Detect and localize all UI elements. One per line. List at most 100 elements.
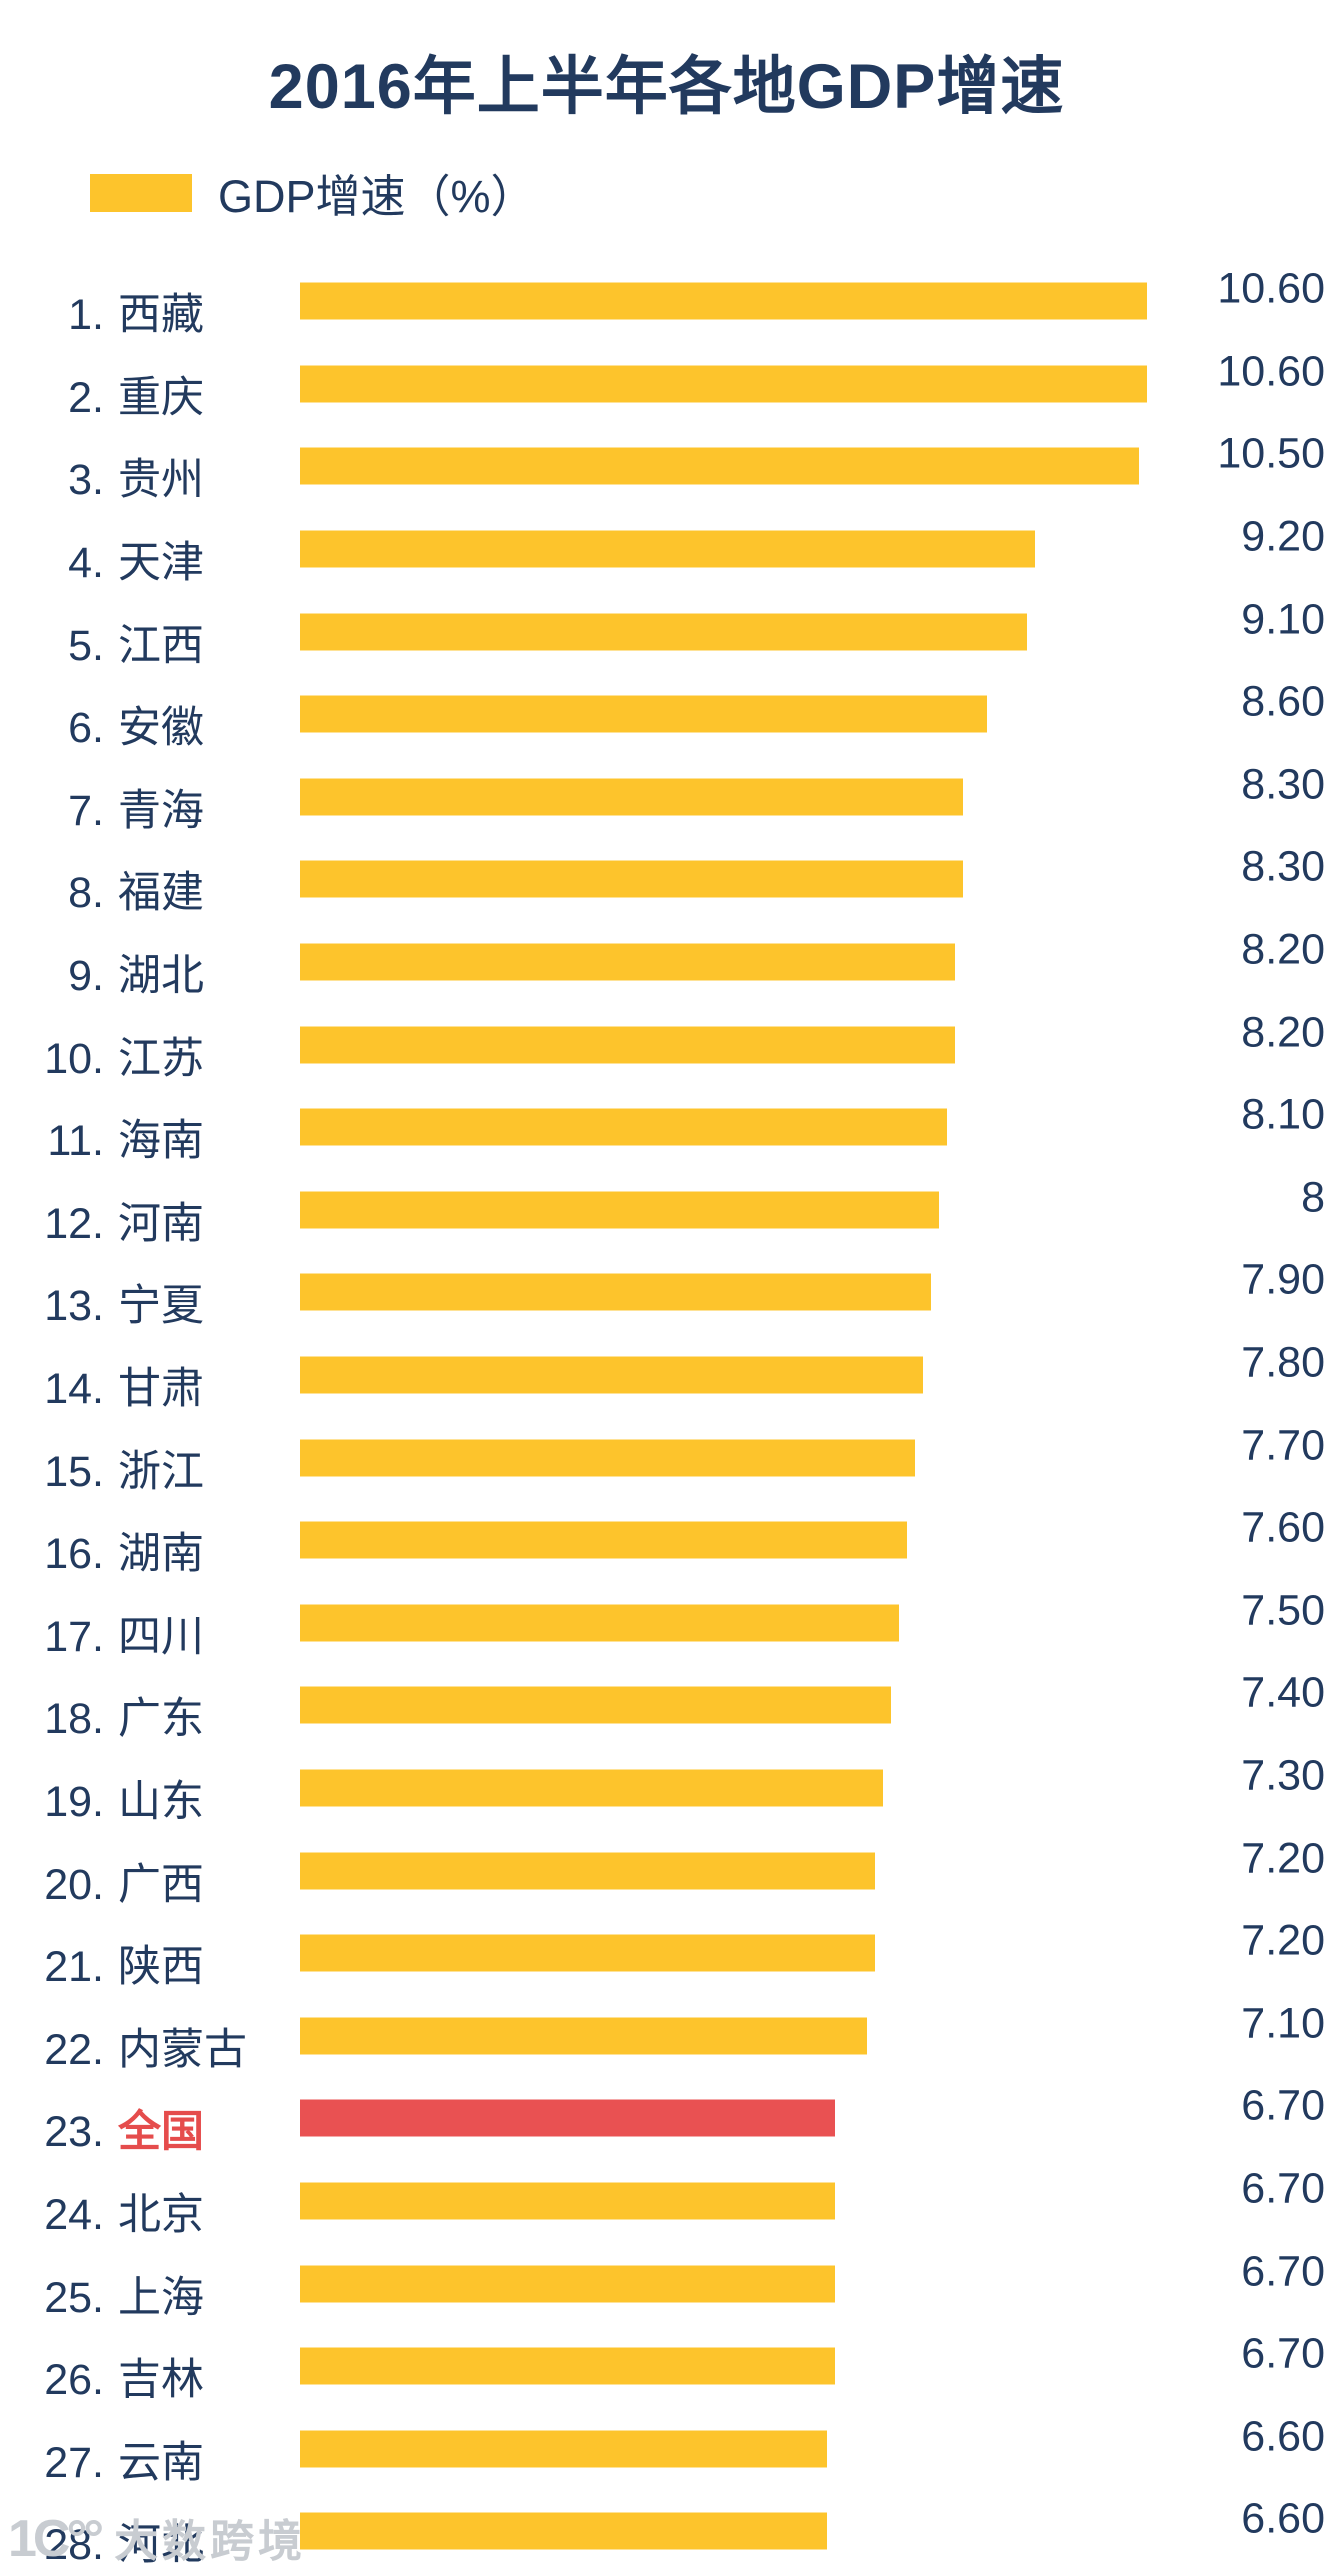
row-value-label: 8.60 [1241, 677, 1325, 726]
watermark-text: 大数跨境 [114, 2517, 307, 2566]
row-label: 2. 重庆 [40, 363, 204, 425]
chart-row: 20. 广西 7.20 [0, 1829, 1333, 1912]
row-rank: 22. [44, 2025, 104, 2074]
watermark: 1C°° 大数跨境 [8, 2505, 306, 2569]
chart-row: 12. 河南 8 [0, 1169, 1333, 1252]
gdp-bar [300, 1852, 876, 1890]
row-rank: 25. [44, 2273, 104, 2322]
row-label: 13. 宁夏 [40, 1271, 204, 1333]
row-rank: 26. [44, 2356, 104, 2405]
row-region-label: 宁夏 [118, 1282, 204, 1331]
row-label: 16. 湖南 [40, 1519, 204, 1581]
row-label: 19. 山东 [40, 1767, 204, 1829]
row-label: 14. 甘肃 [40, 1354, 204, 1416]
row-label: 17. 四川 [40, 1602, 204, 1664]
chart-row: 15. 浙江 7.70 [0, 1416, 1333, 1499]
chart-row: 28. 河北 6.60 [0, 2490, 1333, 2573]
chart-row: 27. 云南 6.60 [0, 2407, 1333, 2490]
row-value-label: 9.20 [1241, 512, 1325, 561]
row-rank: 3. [68, 456, 104, 505]
row-label: 23. 全国 [40, 2097, 204, 2159]
row-region-label: 重庆 [118, 373, 204, 422]
row-region-label: 浙江 [118, 1447, 204, 1496]
row-value-label: 7.70 [1241, 1421, 1325, 1470]
row-rank: 15. [44, 1447, 104, 1496]
gdp-bar [300, 2099, 836, 2137]
row-rank: 6. [68, 704, 104, 753]
row-region-label: 福建 [118, 869, 204, 918]
gdp-bar [300, 2182, 836, 2220]
row-rank: 2. [68, 373, 104, 422]
chart-row: 25. 上海 6.70 [0, 2242, 1333, 2325]
chart-row: 5. 江西 9.10 [0, 590, 1333, 673]
row-region-label: 内蒙古 [118, 2025, 247, 2074]
chart-row: 17. 四川 7.50 [0, 1582, 1333, 1665]
row-label: 28. 河北 [40, 2510, 204, 2572]
row-region-label: 海南 [118, 1117, 204, 1166]
row-value-label: 6.70 [1241, 2081, 1325, 2130]
chart-row: 3. 贵州 10.50 [0, 425, 1333, 508]
gdp-bar [300, 1769, 884, 1807]
chart-row: 4. 天津 9.20 [0, 508, 1333, 591]
row-value-label: 7.20 [1241, 1834, 1325, 1883]
row-region-label: 陕西 [118, 1943, 204, 1992]
chart-row: 23. 全国 6.70 [0, 2077, 1333, 2160]
chart-legend: GDP增速（%） [90, 160, 536, 225]
row-rank: 1. [68, 291, 104, 340]
legend-label: GDP增速（%） [218, 171, 536, 222]
row-region-label: 贵州 [118, 456, 204, 505]
row-label: 11. 海南 [40, 1106, 204, 1168]
gdp-bar [300, 1191, 940, 1229]
chart-row: 14. 甘肃 7.80 [0, 1334, 1333, 1417]
row-region-label: 天津 [118, 539, 204, 588]
row-region-label: 广西 [118, 1860, 204, 1909]
row-value-label: 7.10 [1241, 1999, 1325, 2048]
row-value-label: 8.30 [1241, 842, 1325, 891]
gdp-bar [300, 447, 1139, 485]
gdp-bar [300, 1273, 932, 1311]
chart-row: 10. 江苏 8.20 [0, 1003, 1333, 1086]
chart-row: 16. 湖南 7.60 [0, 1499, 1333, 1582]
chart-row: 18. 广东 7.40 [0, 1664, 1333, 1747]
gdp-bar [300, 778, 964, 816]
row-value-label: 8.20 [1241, 1008, 1325, 1057]
row-label: 21. 陕西 [40, 1932, 204, 1994]
row-rank: 13. [44, 1282, 104, 1331]
row-rank: 5. [68, 621, 104, 670]
row-value-label: 10.60 [1217, 347, 1325, 396]
row-label: 8. 福建 [40, 858, 204, 920]
row-value-label: 7.30 [1241, 1751, 1325, 1800]
row-label: 26. 吉林 [40, 2345, 204, 2407]
gdp-bar [300, 1934, 876, 1972]
row-value-label: 6.70 [1241, 2329, 1325, 2378]
gdp-bar [300, 1356, 924, 1394]
row-label: 20. 广西 [40, 1850, 204, 1912]
row-value-label: 8.30 [1241, 760, 1325, 809]
row-label: 10. 江苏 [40, 1024, 204, 1086]
row-rank: 19. [44, 1777, 104, 1826]
chart-row: 2. 重庆 10.60 [0, 343, 1333, 426]
row-value-label: 7.80 [1241, 1338, 1325, 1387]
row-label: 18. 广东 [40, 1684, 204, 1746]
gdp-bar [300, 1439, 916, 1477]
row-rank: 11. [47, 1117, 104, 1166]
chart-row: 13. 宁夏 7.90 [0, 1251, 1333, 1334]
gdp-bar [300, 1686, 892, 1724]
row-value-label: 9.10 [1241, 595, 1325, 644]
row-value-label: 6.60 [1241, 2412, 1325, 2461]
row-rank: 18. [44, 1695, 104, 1744]
gdp-bar [300, 1108, 948, 1146]
row-value-label: 7.60 [1241, 1503, 1325, 1552]
chart-row: 9. 湖北 8.20 [0, 921, 1333, 1004]
row-rank: 12. [44, 1199, 104, 1248]
row-rank: 14. [44, 1365, 104, 1414]
row-value-label: 7.40 [1241, 1668, 1325, 1717]
row-rank: 4. [68, 539, 104, 588]
row-region-label: 甘肃 [118, 1365, 204, 1414]
gdp-bar [300, 530, 1036, 568]
chart-row: 6. 安徽 8.60 [0, 673, 1333, 756]
row-region-label: 云南 [118, 2438, 204, 2487]
chart-row: 11. 海南 8.10 [0, 1086, 1333, 1169]
row-region-label: 江西 [118, 621, 204, 670]
